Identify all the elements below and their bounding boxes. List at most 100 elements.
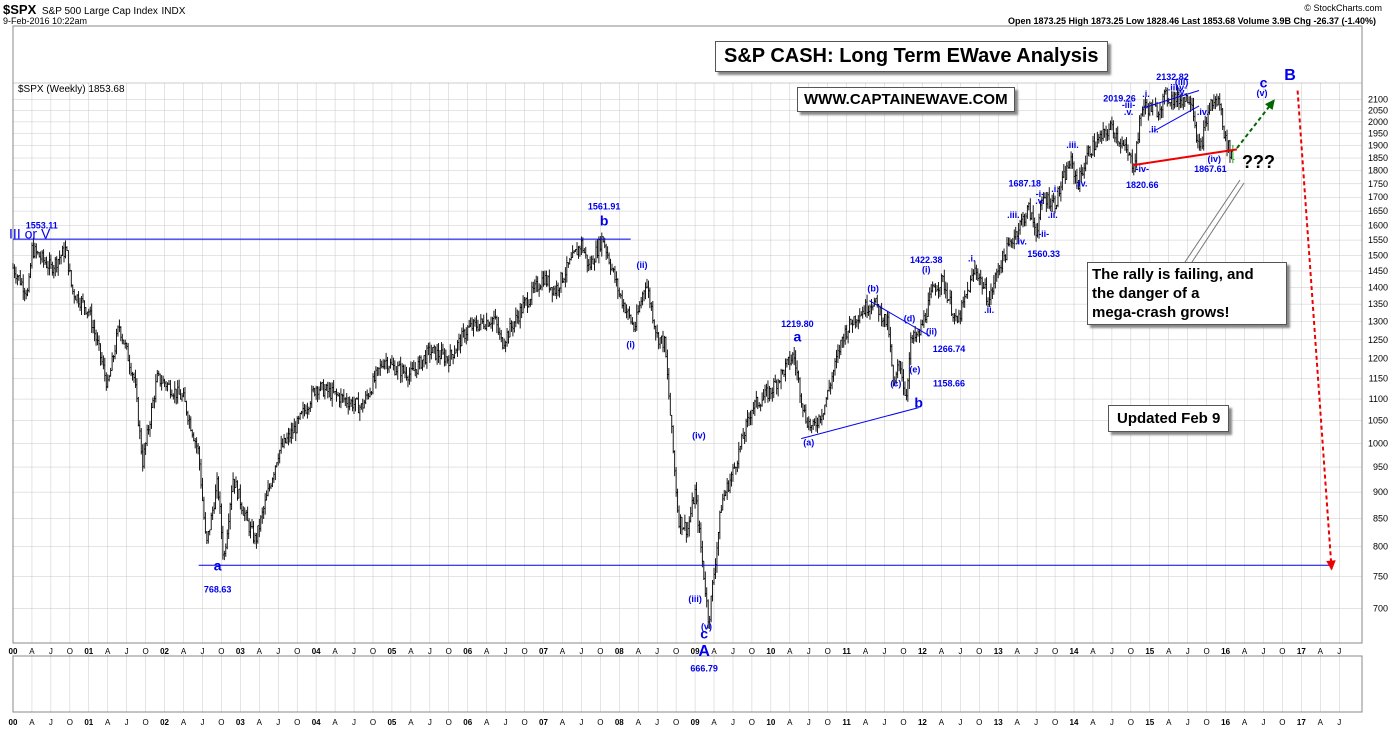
x-tick-label: O xyxy=(370,647,376,656)
x-tick-label: 11 xyxy=(842,647,851,656)
x-tick-label-lower: O xyxy=(1128,718,1134,727)
x-tick-label-lower: O xyxy=(446,718,452,727)
x-tick-label-lower: A xyxy=(484,718,490,727)
y-tick-label: 800 xyxy=(1373,542,1388,552)
y-tick-label: 2100 xyxy=(1368,94,1388,104)
x-tick-label-lower: 09 xyxy=(691,718,700,727)
x-tick-label-lower: 00 xyxy=(9,718,18,727)
wave-label: .iii. xyxy=(1168,83,1181,93)
x-tick-label: 16 xyxy=(1221,647,1230,656)
x-tick-label-lower: 01 xyxy=(84,718,93,727)
wave-label: b xyxy=(914,395,923,411)
x-tick-label-lower: J xyxy=(655,718,659,727)
x-tick-label: O xyxy=(673,647,679,656)
x-tick-label: J xyxy=(958,647,962,656)
x-tick-label-lower: A xyxy=(332,718,338,727)
x-tick-label-lower: O xyxy=(976,718,982,727)
x-tick-label: J xyxy=(655,647,659,656)
x-tick-label: A xyxy=(711,647,717,656)
x-tick-label-lower: O xyxy=(825,718,831,727)
x-tick-label-lower: A xyxy=(1242,718,1248,727)
x-tick-label-lower: A xyxy=(1166,718,1172,727)
x-tick-label: A xyxy=(105,647,111,656)
chart-credit: © StockCharts.com xyxy=(1304,3,1382,13)
x-tick-label-lower: A xyxy=(181,718,187,727)
x-tick-label: A xyxy=(181,647,187,656)
x-tick-label: O xyxy=(1204,647,1210,656)
x-tick-label: A xyxy=(408,647,414,656)
x-tick-label-lower: J xyxy=(731,718,735,727)
chart-symbol: $SPX S&P 500 Large Cap Index INDX xyxy=(3,2,186,17)
main-panel-frame xyxy=(12,25,1363,644)
wave-label: .ii. xyxy=(984,305,994,315)
x-tick-label-lower: O xyxy=(1052,718,1058,727)
wave-label: (c) xyxy=(890,379,901,389)
x-tick-label: O xyxy=(446,647,452,656)
x-tick-label: J xyxy=(1261,647,1265,656)
x-tick-label: O xyxy=(1052,647,1058,656)
wave-label: c xyxy=(1260,74,1268,90)
x-tick-label: A xyxy=(1166,647,1172,656)
website-text: WWW.CAPTAINEWAVE.COM xyxy=(804,91,1008,108)
wave-label: (iv) xyxy=(1207,154,1221,164)
x-tick-label-lower: J xyxy=(579,718,583,727)
x-tick-label-lower: 08 xyxy=(615,718,624,727)
wave-label: -iv- xyxy=(1135,164,1149,174)
wave-label: 1553.11 xyxy=(26,220,58,230)
x-tick-label: J xyxy=(352,647,356,656)
x-tick-label: O xyxy=(825,647,831,656)
wave-label: 1561.91 xyxy=(588,202,621,212)
x-tick-label-lower: 07 xyxy=(539,718,548,727)
wave-label: (iii) xyxy=(688,594,702,604)
chart-frame xyxy=(12,25,1363,713)
x-tick-label: J xyxy=(1110,647,1114,656)
x-tick-label: 08 xyxy=(615,647,624,656)
forecast-down-arrow-head xyxy=(1326,560,1336,571)
chart-index-name: S&P 500 Large Cap Index xyxy=(41,6,158,17)
wave-label: 666.79 xyxy=(690,664,718,674)
wave-label: (ii) xyxy=(926,326,937,336)
y-tick-label: 1900 xyxy=(1368,141,1388,151)
d-line xyxy=(869,300,931,337)
x-tick-label: J xyxy=(807,647,811,656)
x-tick-label-lower: 05 xyxy=(387,718,396,727)
a-b-line xyxy=(801,407,919,440)
x-tick-label-lower: A xyxy=(1014,718,1020,727)
x-tick-label: J xyxy=(579,647,583,656)
x-tick-label: A xyxy=(939,647,945,656)
x-tick-label: A xyxy=(1242,647,1248,656)
website-box: WWW.CAPTAINEWAVE.COM xyxy=(797,87,1015,112)
x-tick-label-lower: J xyxy=(883,718,887,727)
wave-label: (i) xyxy=(922,264,931,274)
wave-label: b xyxy=(600,212,609,228)
x-tick-label-lower: 02 xyxy=(160,718,169,727)
x-tick-label: O xyxy=(976,647,982,656)
x-tick-label-lower: O xyxy=(673,718,679,727)
wave-label: 1820.66 xyxy=(1126,180,1159,190)
x-tick-label: 17 xyxy=(1297,647,1306,656)
x-tick-label: 03 xyxy=(236,647,245,656)
chart-datetime: 9-Feb-2016 10:22am xyxy=(3,16,88,26)
x-tick-label-lower: A xyxy=(711,718,717,727)
x-tick-label-lower: O xyxy=(900,718,906,727)
forecast-down-arrow xyxy=(1296,90,1333,571)
x-tick-label: A xyxy=(636,647,642,656)
x-tick-label: 14 xyxy=(1070,647,1079,656)
wave-label: 1422.38 xyxy=(910,255,943,265)
y-tick-label: 2050 xyxy=(1368,105,1388,115)
wave-label: 1266.74 xyxy=(933,344,966,354)
wave-label: 1219.80 xyxy=(781,319,814,329)
note-line-1: The rally is failing, and xyxy=(1092,266,1254,283)
iii-line xyxy=(1142,90,1200,109)
wave-label: 1867.61 xyxy=(1194,164,1227,174)
y-tick-label: 1050 xyxy=(1368,416,1388,426)
x-tick-label-lower: A xyxy=(1318,718,1324,727)
wave-label: 2132.82 xyxy=(1156,72,1189,82)
x-tick-label-lower: A xyxy=(257,718,263,727)
x-tick-label: A xyxy=(1090,647,1096,656)
x-tick-label-lower: J xyxy=(125,718,129,727)
wave-label: .iv. xyxy=(1015,237,1027,247)
x-tick-label-lower: 10 xyxy=(766,718,775,727)
x-tick-label-lower: O xyxy=(218,718,224,727)
x-tick-label: J xyxy=(428,647,432,656)
